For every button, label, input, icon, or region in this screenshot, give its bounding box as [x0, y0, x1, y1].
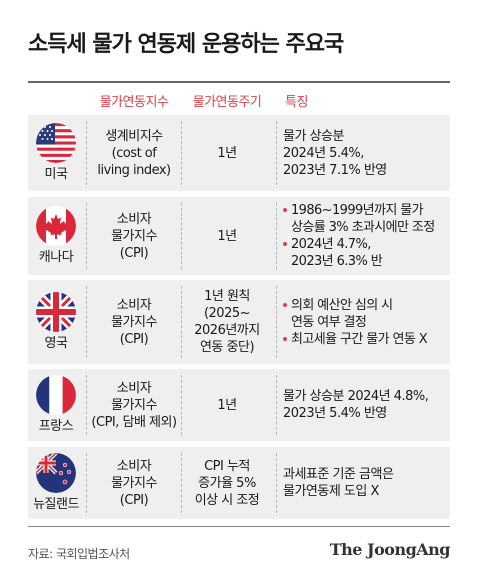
- table-row-uk: 영국 소비자 물가지수 (CPI) 1년 원칙 (2025~ 2026년까지 연…: [28, 280, 450, 364]
- index-value: 소비자 물가지수 (CPI): [111, 458, 157, 508]
- header-index: 물가연동지수: [99, 94, 169, 110]
- bottom-rule: [28, 526, 450, 527]
- feature-item: 최고세율 구간 물가 연동 X: [283, 331, 428, 348]
- country-name: 프랑스: [38, 419, 74, 434]
- feature-item: 의회 예산안 심의 시 연동 여부 결정: [283, 297, 427, 331]
- cycle-value: 1년 원칙 (2025~ 2026년까지 연동 중단): [194, 289, 260, 355]
- index-value: 생계비지수 (cost of living index): [97, 128, 171, 178]
- page-title: 소득세 물가 연동제 운용하는 주요국: [28, 32, 344, 57]
- feature-text: 물가 상승분 2024년 4.8%, 2023년 5.4% 반영: [283, 389, 429, 421]
- new-zealand-flag-icon: [36, 453, 76, 493]
- cycle-value: 1년: [217, 228, 237, 244]
- country-name: 캐나다: [38, 250, 74, 265]
- country-name: 미국: [44, 167, 68, 182]
- country-name: 뉴질랜드: [33, 497, 79, 512]
- cycle-value: 1년: [217, 145, 237, 161]
- cycle-value: CPI 누적 증가율 5% 이상 시 조정: [194, 458, 260, 508]
- uk-flag-icon: [36, 292, 76, 332]
- feature-list: 의회 예산안 심의 시 연동 여부 결정 최고세율 구간 물가 연동 X: [283, 297, 428, 348]
- index-value: 소비자 물가지수 (CPI): [111, 211, 157, 261]
- us-flag-icon: [36, 123, 76, 163]
- feature-text: 물가 상승분 2024년 5.4%, 2023년 7.1% 반영: [283, 128, 387, 178]
- canada-flag-icon: [36, 206, 76, 246]
- feature-item: 1986~1999년까지 물가 상승률 3% 초과시에만 조정: [283, 202, 435, 236]
- country-name: 영국: [44, 336, 68, 351]
- feature-text: 과세표준 기준 금액은 물가연동제 도입 X: [283, 467, 394, 499]
- table-row-france: 프랑스 소비자 물가지수 (CPI, 담배 제외) 1년 물가 상승분 2024…: [28, 369, 450, 441]
- table-row-usa: 미국 생계비지수 (cost of living index) 1년 물가 상승…: [28, 115, 450, 191]
- header-features: 특징: [285, 94, 308, 110]
- france-flag-icon: [36, 375, 76, 415]
- cycle-value: 1년: [217, 397, 237, 413]
- index-value: 소비자 물가지수 (CPI): [111, 297, 157, 347]
- table-row-new-zealand: 뉴질랜드 소비자 물가지수 (CPI) CPI 누적 증가율 5% 이상 시 조…: [28, 447, 450, 519]
- table-row-canada: 캐나다 소비자 물가지수 (CPI) 1년 1986~1999년까지 물가 상승…: [28, 197, 450, 275]
- feature-item: 2024년 4.7%, 2023년 6.3% 반: [283, 236, 435, 270]
- source-note: 자료: 국회입법조사처: [28, 547, 130, 561]
- top-rule: [28, 81, 450, 83]
- feature-list: 1986~1999년까지 물가 상승률 3% 초과시에만 조정 2024년 4.…: [283, 202, 435, 270]
- index-value: 소비자 물가지수 (CPI, 담배 제외): [91, 380, 177, 430]
- publisher-logo: The JoongAng: [329, 540, 451, 559]
- header-cycle: 물가연동주기: [192, 94, 262, 110]
